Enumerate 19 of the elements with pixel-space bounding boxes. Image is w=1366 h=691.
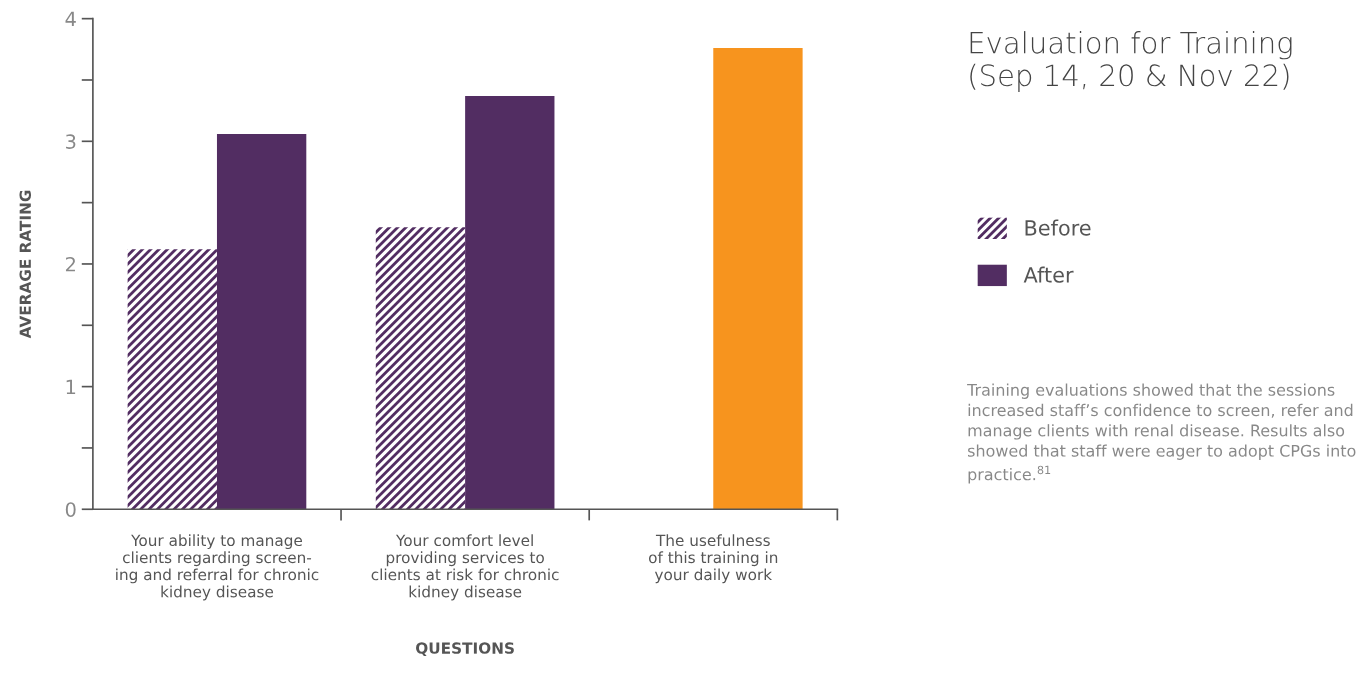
y-tick-label: 2 <box>65 256 75 272</box>
y-tick-label: 0 <box>65 502 76 517</box>
bar <box>465 95 555 510</box>
bar <box>127 249 217 510</box>
x-tick-label: Your comfort level providing services to clients at risk for chronic kidney disease <box>371 534 559 601</box>
y-tick-label: 3 <box>66 134 76 149</box>
bar <box>713 48 803 510</box>
y-axis-title: AVERAGE RATING <box>19 190 32 339</box>
y-tick-label: 1 <box>66 379 76 394</box>
x-tick-label: The usefulness of this training in your daily work <box>648 534 778 584</box>
text: Evaluation for Training (Sep 14, 20 & Nov 22) <box>970 31 1292 92</box>
y-tick-label: 4 <box>65 11 76 27</box>
x-axis-title: QUESTIONS <box>416 642 514 656</box>
bar <box>375 227 466 510</box>
legend-label: After <box>1023 266 1074 283</box>
text: Training evaluations showed that the sessions increased staff’s confidence to screen, refer and manage clients with renal disease. Results also showed that staff were eager to adopt CPGs into practice.$^{81}$ <box>967 383 1356 484</box>
x-tick-label: Your ability to manage clients regarding screen- ing and referral for chronic kidney disease <box>116 534 319 601</box>
bar <box>216 133 307 510</box>
legend-label: Before <box>1025 219 1091 236</box>
